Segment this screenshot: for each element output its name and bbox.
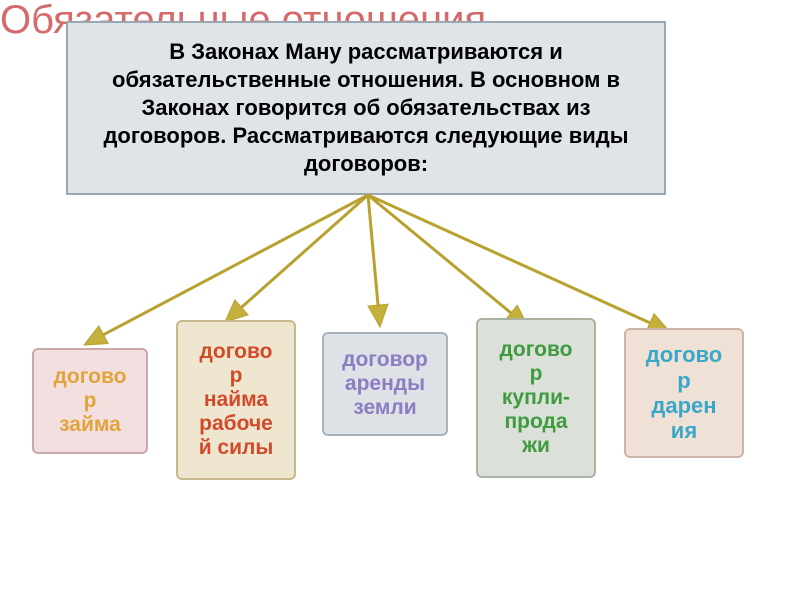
intro-text: В Законах Ману рассматриваются и обязате… (86, 38, 646, 179)
contract-label: догово р займа (54, 365, 127, 437)
contract-box-1: догово р найма рабоче й силы (176, 320, 296, 480)
contract-label: догово р купли- прода жи (500, 338, 573, 459)
arrow-head-icon (368, 304, 388, 327)
intro-box: В Законах Ману рассматриваются и обязате… (66, 21, 666, 195)
arrow-head-icon (84, 326, 108, 345)
arrow-shaft (368, 195, 650, 323)
contract-box-0: догово р займа (32, 348, 148, 454)
arrow-shaft (368, 195, 378, 305)
arrow-shaft (368, 195, 511, 313)
contract-label: догово р дарен ия (646, 342, 722, 443)
contract-box-2: договор аренды земли (322, 332, 448, 436)
contract-box-3: догово р купли- прода жи (476, 318, 596, 478)
contract-label: договор аренды земли (342, 348, 428, 420)
contract-label: догово р найма рабоче й силы (199, 340, 274, 461)
arrow-shaft (241, 195, 368, 307)
contract-box-4: догово р дарен ия (624, 328, 744, 458)
arrow-shaft (103, 195, 368, 335)
arrow-head-icon (225, 300, 248, 322)
